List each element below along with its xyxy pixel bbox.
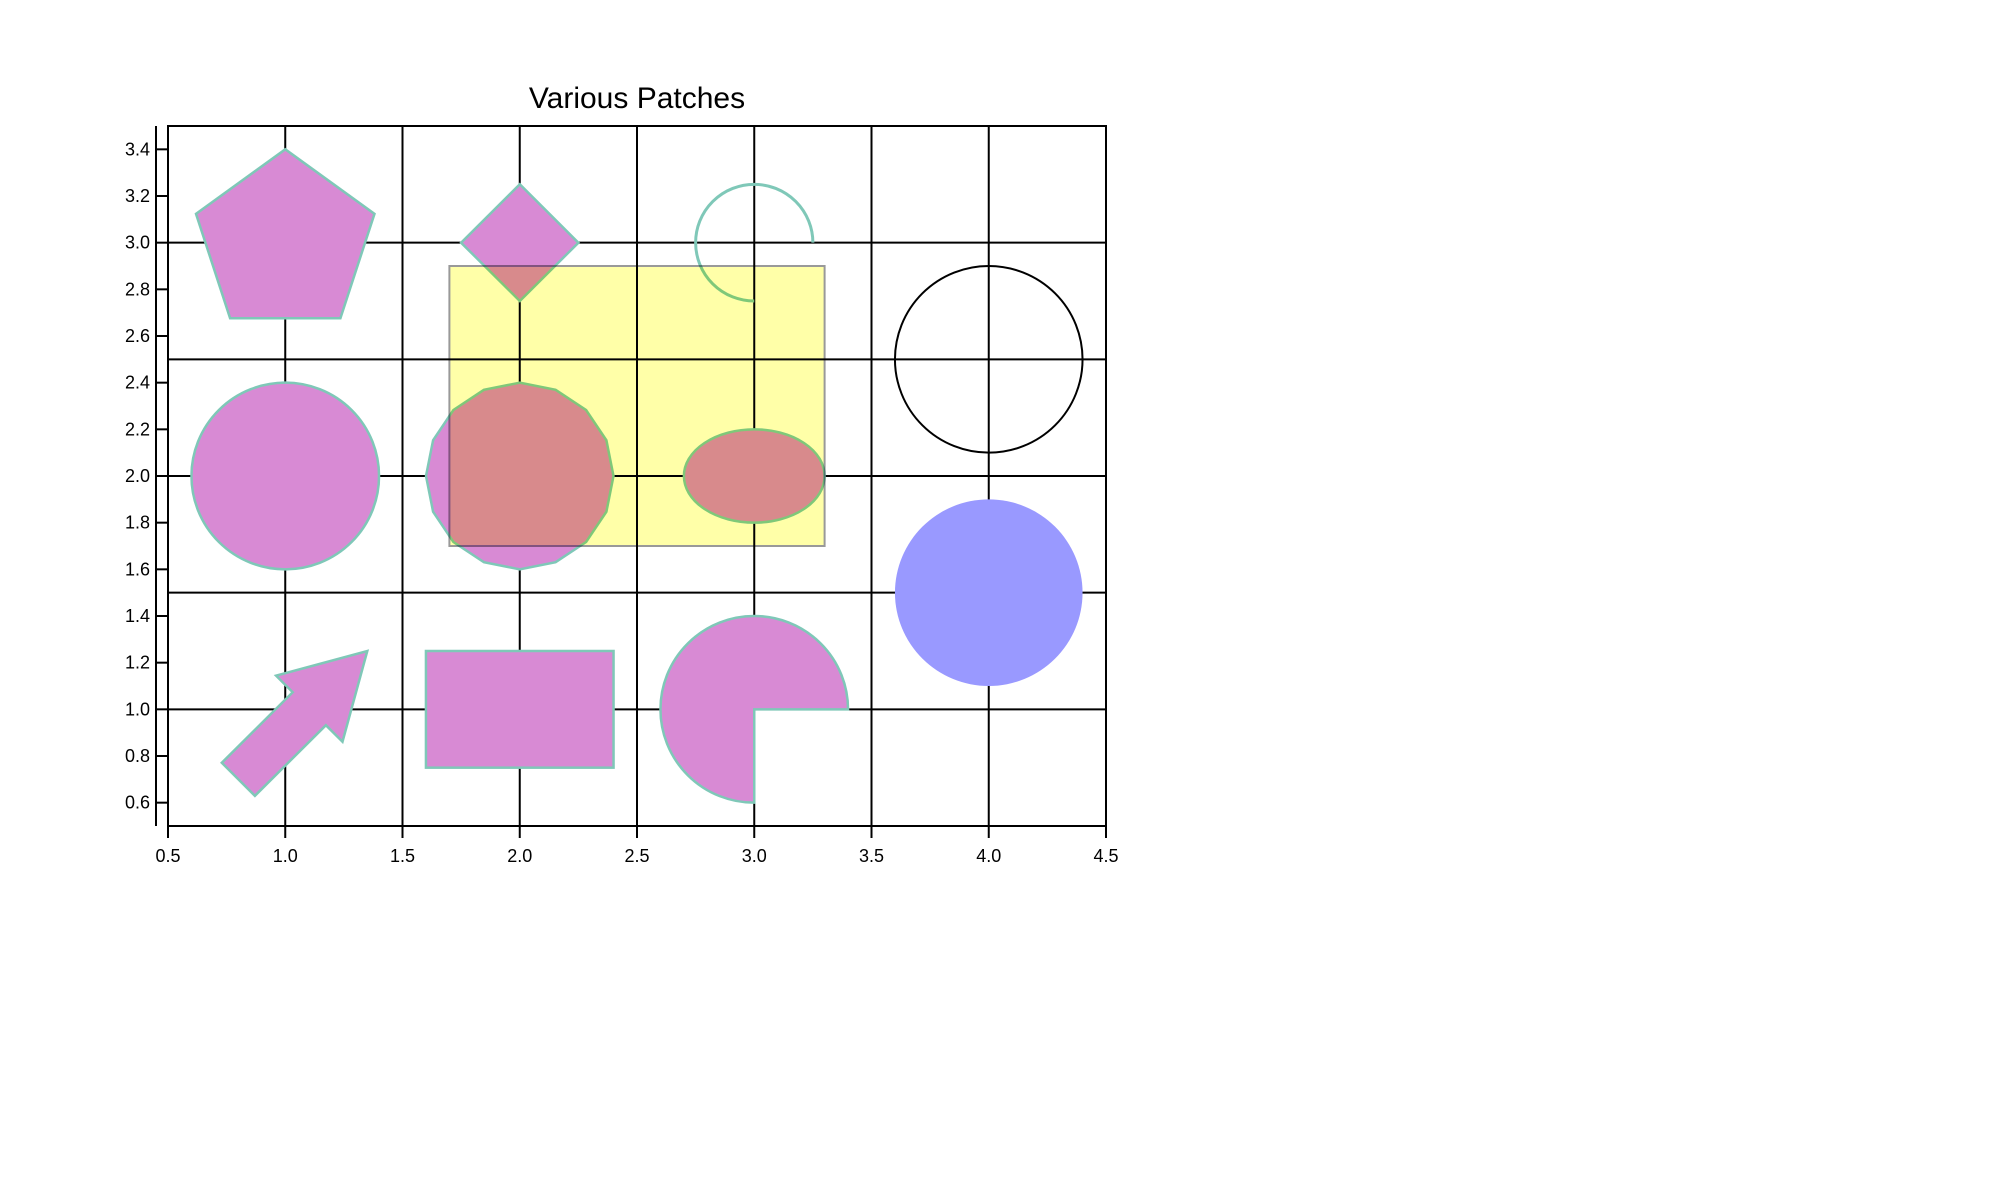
x-tick-label: 4.5	[1093, 846, 1118, 866]
wedge-patch	[659, 614, 850, 804]
circle-patch	[190, 381, 381, 571]
x-tick-label: 0.5	[155, 846, 180, 866]
x-tick-label: 1.5	[390, 846, 415, 866]
y-tick-label: 2.4	[125, 373, 150, 393]
y-tick-label: 2.8	[125, 279, 150, 299]
x-tick-label: 2.5	[624, 846, 649, 866]
y-tick-label: 1.6	[125, 559, 150, 579]
x-tick-label: 4.0	[976, 846, 1001, 866]
y-tick-label: 3.0	[125, 233, 150, 253]
x-tick-label: 1.0	[273, 846, 298, 866]
yellow-rectangle-patch	[448, 265, 826, 547]
circle-outline-patch	[893, 265, 1084, 454]
rectangle-patch	[424, 649, 615, 769]
y-tick-label: 1.8	[125, 513, 150, 533]
y-tick-label: 3.2	[125, 186, 150, 206]
chart-title: Various Patches	[529, 82, 745, 115]
patches	[190, 147, 1084, 804]
arrow-patch	[220, 649, 370, 798]
y-tick-label: 2.0	[125, 466, 150, 486]
pentagon-patch	[194, 147, 376, 320]
y-tick-label: 0.6	[125, 793, 150, 813]
y-tick-label: 2.2	[125, 419, 150, 439]
y-tick-label: 1.0	[125, 699, 150, 719]
axes: 0.6 0.8 1.0 1.2 1.4 1.6 1.8 2.0 2.2 2.4 2.6 2.8 3.0 3…	[125, 125, 1119, 866]
x-tick-label: 3.0	[742, 846, 767, 866]
y-tick-label: 3.4	[125, 139, 150, 159]
y-tick-label: 2.6	[125, 326, 150, 346]
y-tick-label: 1.2	[125, 653, 150, 673]
y-tick-label: 1.4	[125, 606, 150, 626]
y-tick-label: 0.8	[125, 746, 150, 766]
x-tick-label: 3.5	[859, 846, 884, 866]
blue-circle-patch	[894, 499, 1083, 686]
x-tick-label: 2.0	[507, 846, 532, 866]
